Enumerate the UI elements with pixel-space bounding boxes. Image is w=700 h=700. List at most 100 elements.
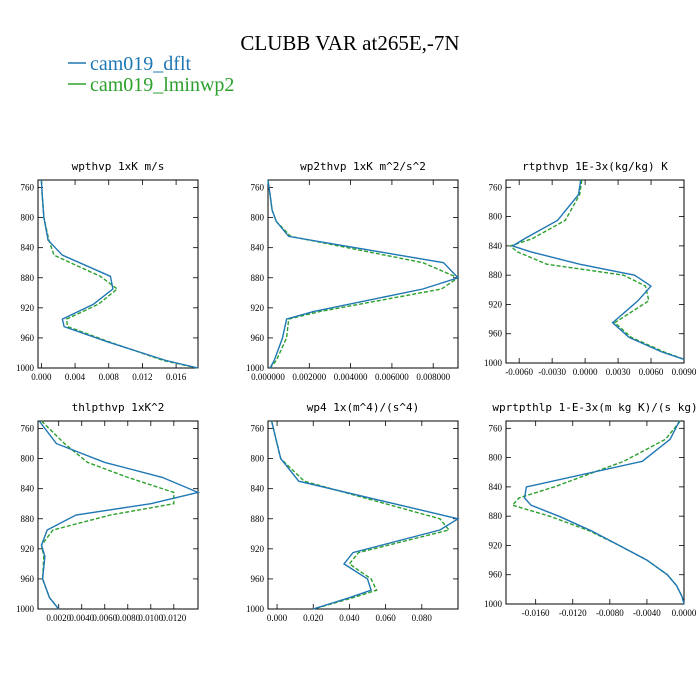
- y-tick-label: 1000: [484, 358, 503, 368]
- y-tick-label: 800: [251, 454, 265, 464]
- x-tick-label: 0.0030: [606, 367, 631, 377]
- y-tick-label: 920: [489, 299, 503, 309]
- series-line-lminwp2: [267, 179, 460, 369]
- y-tick-label: 880: [489, 270, 503, 280]
- plot-frame: [37, 179, 199, 369]
- y-tick-label: 960: [489, 329, 503, 339]
- y-tick-label: 760: [21, 183, 35, 193]
- y-tick-label: 960: [21, 574, 35, 584]
- y-tick-label: 920: [251, 544, 265, 554]
- panel-title: wprtpthlp 1-E-3x(m kg K)/(s kg): [492, 401, 697, 414]
- x-tick-label: 0.012: [132, 372, 152, 382]
- x-tick-label: 0.060: [375, 613, 396, 623]
- y-tick-label: 840: [21, 243, 35, 253]
- panel-1: wpthvp 1xK m/s76080084088092096010000.00…: [16, 160, 199, 382]
- series-line-dflt: [40, 179, 199, 369]
- x-tick-label: 0.0120: [161, 613, 186, 623]
- series-line-lminwp2: [509, 179, 685, 360]
- panel-5: wp4 1x(m^4)/(s^4)76080084088092096010000…: [246, 401, 460, 623]
- y-tick-label: 960: [489, 570, 503, 580]
- x-tick-label: -0.0060: [505, 367, 533, 377]
- plot-frame: [505, 420, 685, 605]
- y-tick-label: 800: [251, 213, 265, 223]
- plot-frame: [267, 179, 459, 369]
- y-tick-label: 760: [251, 183, 265, 193]
- series-line-dflt: [267, 179, 460, 369]
- x-tick-label: 0.0000: [672, 608, 697, 618]
- panel-6: wprtpthlp 1-E-3x(m kg K)/(s kg) 760 800 840…: [484, 401, 698, 618]
- y-tick-label: 760: [489, 182, 503, 192]
- x-tick-label: 0.000000: [251, 372, 285, 382]
- x-tick-label: 0.006000: [375, 372, 409, 382]
- x-tick-label: 0.016: [166, 372, 187, 382]
- y-tick-label: 880: [251, 514, 265, 524]
- legend-label-lminwp2: cam019_lminwp2: [90, 74, 234, 96]
- x-tick-label: -0.0160: [522, 608, 550, 618]
- x-tick-label: 0.000: [267, 613, 288, 623]
- y-tick-label: 960: [251, 574, 265, 584]
- y-tick-label: 920: [489, 540, 503, 550]
- series-line-dflt: [510, 179, 685, 360]
- y-tick-label: 760: [21, 424, 35, 434]
- y-tick-label: 1000: [246, 363, 265, 373]
- y-tick-label: 800: [21, 213, 35, 223]
- series-line-lminwp2: [40, 420, 175, 610]
- panels-container: wpthvp 1xK m/s76080084088092096010000.00…: [16, 160, 698, 623]
- x-tick-label: 0.000: [31, 372, 52, 382]
- y-tick-label: 920: [21, 303, 35, 313]
- y-tick-label: 880: [21, 273, 35, 283]
- x-tick-label: 0.0000: [573, 367, 598, 377]
- x-tick-label: 0.002000: [292, 372, 326, 382]
- y-tick-label: 1000: [484, 599, 503, 609]
- y-tick-label: 840: [251, 484, 265, 494]
- x-tick-label: 0.080: [412, 613, 433, 623]
- panel-title: wpthvp 1xK m/s: [72, 160, 165, 173]
- y-tick-label: 760: [489, 423, 503, 433]
- x-tick-label: 0.0060: [639, 367, 664, 377]
- series-line-lminwp2: [270, 420, 451, 610]
- plot-frame: [37, 420, 199, 610]
- y-tick-label: 1000: [246, 604, 265, 614]
- x-tick-label: 0.040: [339, 613, 360, 623]
- x-tick-label: -0.0080: [596, 608, 624, 618]
- y-tick-label: 920: [21, 544, 35, 554]
- series-line-dflt: [270, 420, 460, 610]
- y-tick-label: 880: [251, 273, 265, 283]
- y-tick-label: 800: [21, 454, 35, 464]
- x-tick-label: 0.0060: [92, 613, 117, 623]
- x-tick-label: -0.0040: [633, 608, 661, 618]
- figure-title: CLUBB VAR at265E,-7N: [240, 31, 459, 55]
- y-tick-label: 880: [489, 511, 503, 521]
- y-tick-label: 1000: [16, 604, 35, 614]
- x-tick-label: -0.0120: [559, 608, 587, 618]
- plot-frame: [267, 420, 459, 610]
- series-line-dflt: [38, 420, 201, 610]
- x-tick-label: 0.008000: [416, 372, 450, 382]
- x-tick-label: 0.020: [303, 613, 324, 623]
- y-tick-label: 840: [489, 241, 503, 251]
- series-line-lminwp2: [40, 179, 198, 369]
- y-tick-label: 920: [251, 303, 265, 313]
- x-tick-label: 0.004: [65, 372, 86, 382]
- y-tick-label: 840: [489, 482, 503, 492]
- x-tick-label: 0.008: [99, 372, 120, 382]
- x-tick-label: 0.0040: [69, 613, 94, 623]
- x-tick-label: 0.0100: [138, 613, 163, 623]
- y-tick-label: 840: [21, 484, 35, 494]
- panel-title: rtpthvp 1E-3x(kg/kg) K: [522, 160, 668, 173]
- x-tick-label: 0.0090: [672, 367, 697, 377]
- legend: cam019_dflt cam019_lminwp2: [68, 53, 234, 96]
- y-tick-label: 1000: [16, 363, 35, 373]
- y-tick-label: 800: [489, 212, 503, 222]
- x-tick-label: 0.0020: [46, 613, 71, 623]
- panel-title: wp4 1x(m^4)/(s^4): [307, 401, 420, 414]
- x-tick-label: -0.0030: [538, 367, 566, 377]
- y-tick-label: 800: [489, 453, 503, 463]
- plot-frame: [505, 179, 685, 364]
- panel-3: rtpthvp 1E-3x(kg/kg) K 760 800 840 880 920 960…: [484, 160, 697, 377]
- series-line-dflt: [523, 420, 685, 605]
- y-tick-label: 960: [21, 333, 35, 343]
- panel-4: thlpthvp 1xK^2 760 800 840 880 920 960 1000 0.00…: [16, 401, 201, 623]
- y-tick-label: 840: [251, 243, 265, 253]
